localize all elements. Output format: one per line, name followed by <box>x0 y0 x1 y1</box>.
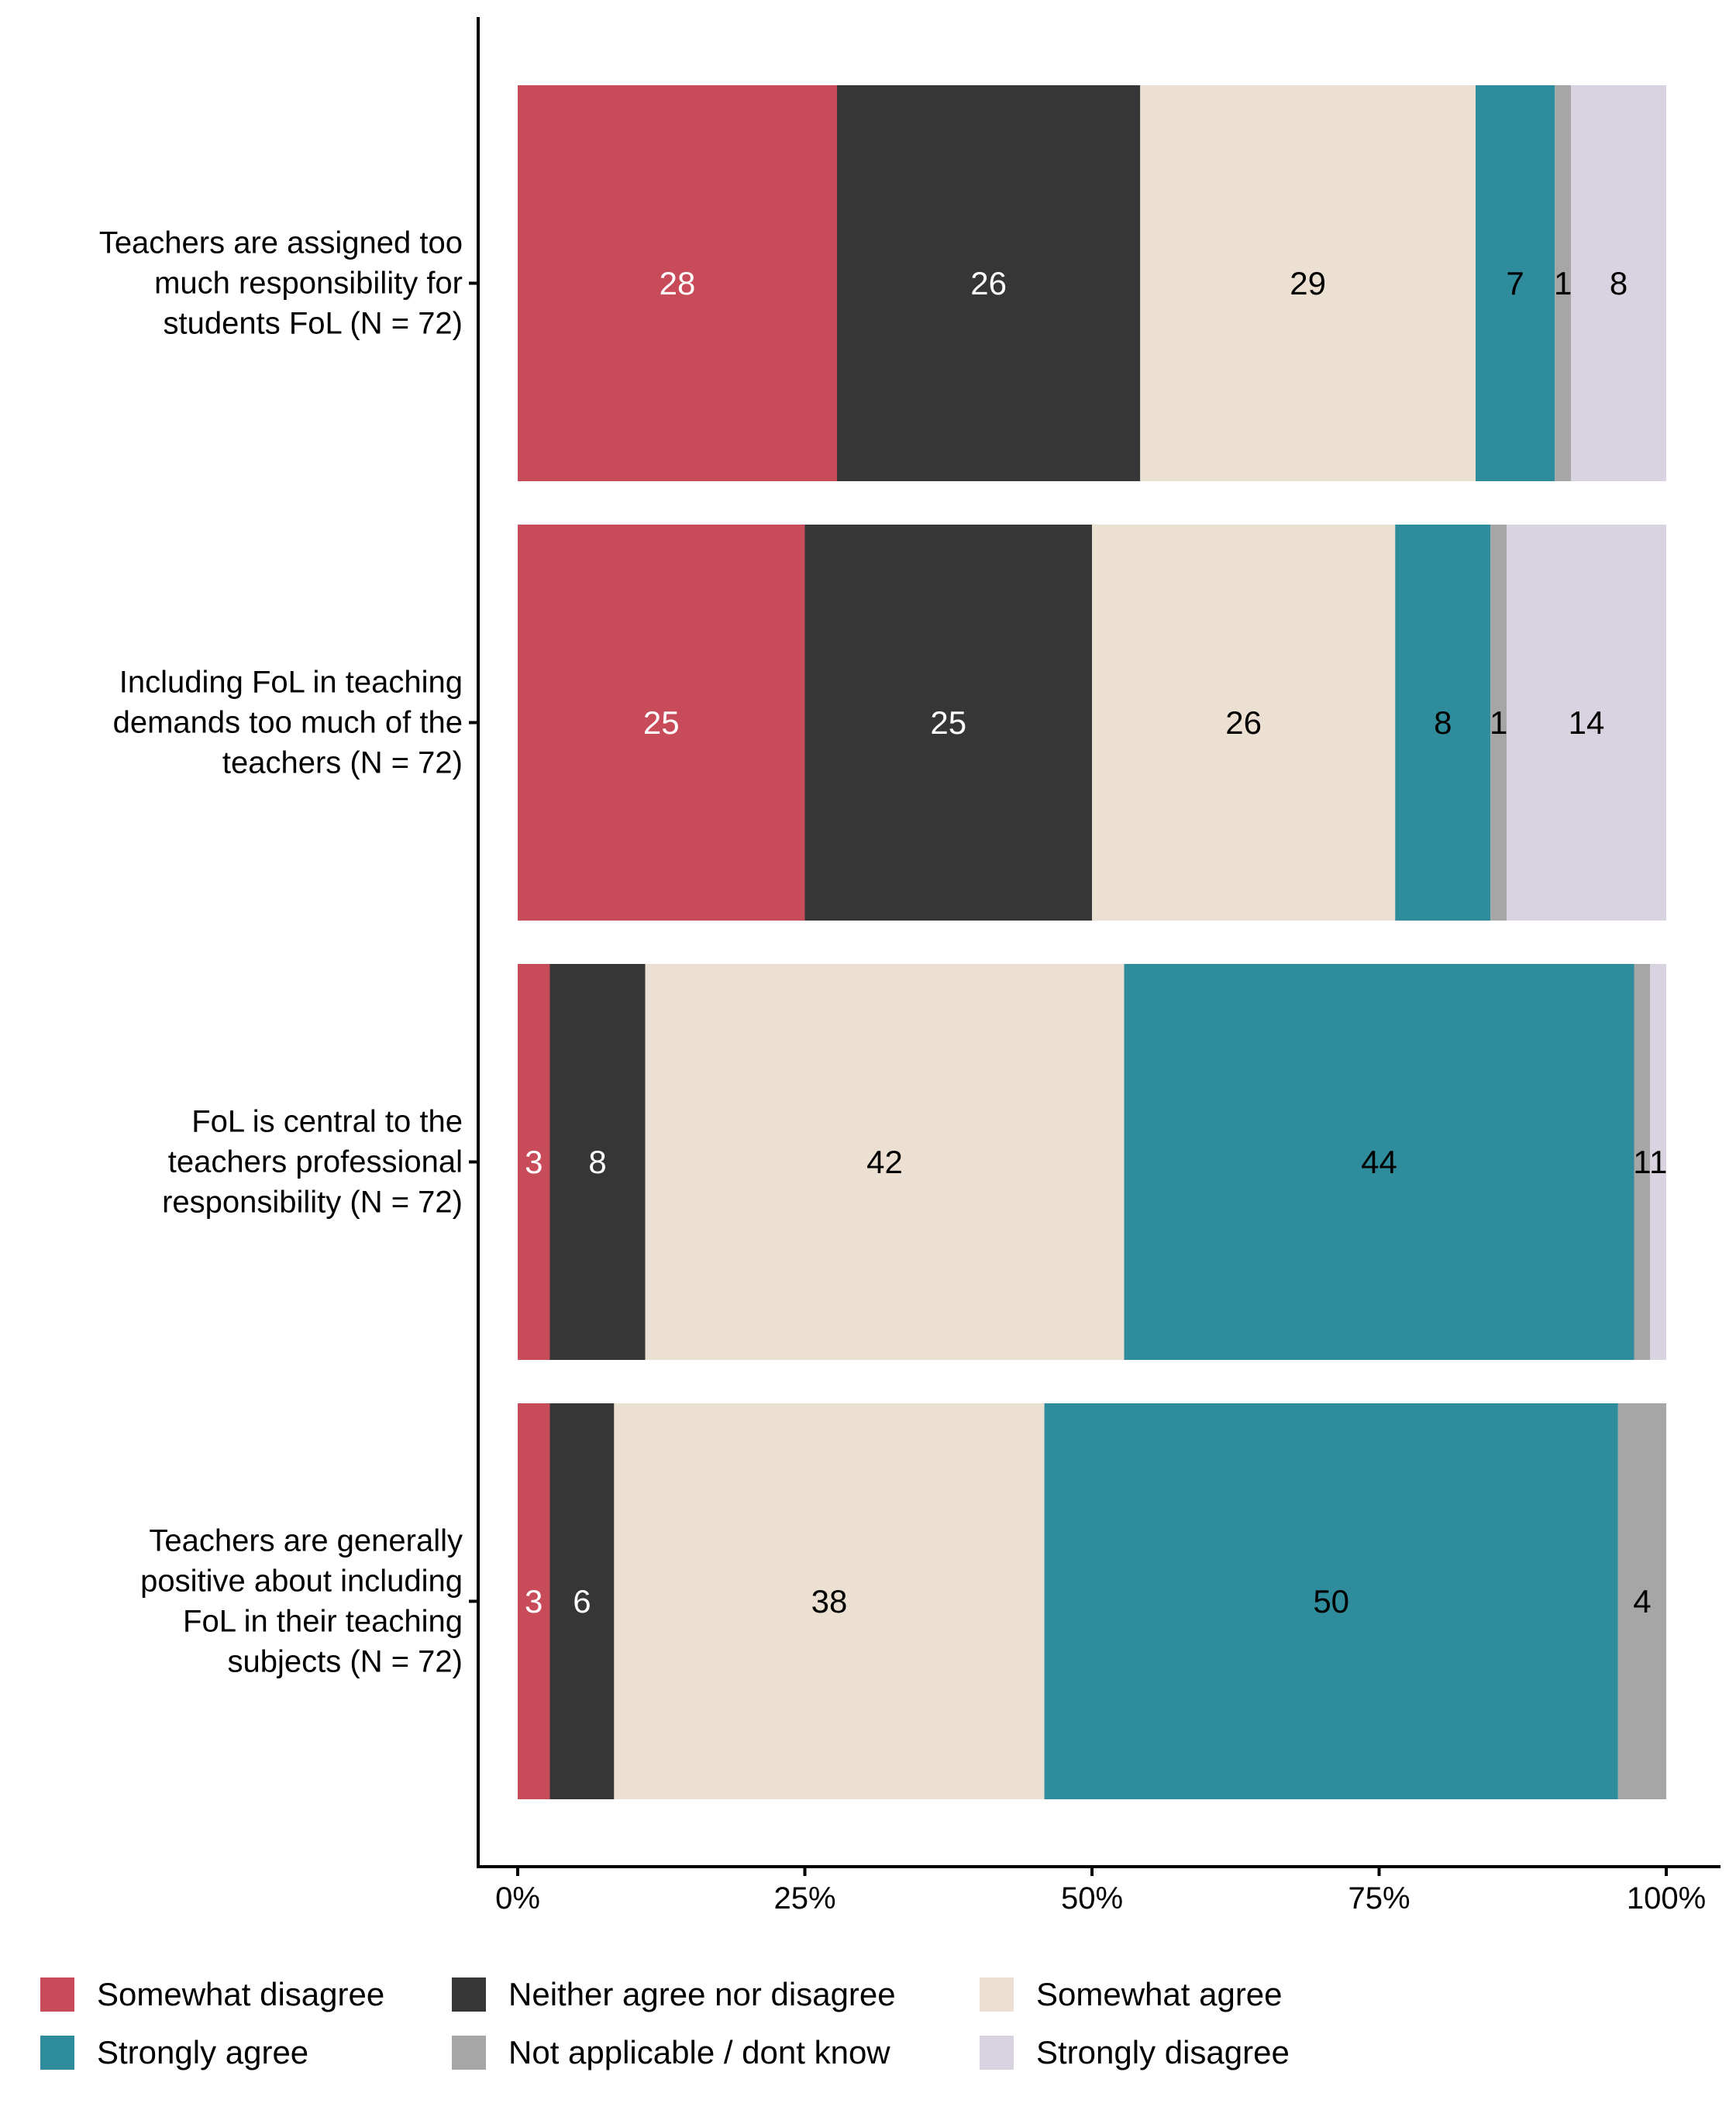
legend-label: Somewhat disagree <box>97 1976 385 2012</box>
legend-key-not-applicable <box>452 2036 486 2070</box>
legend-label: Strongly disagree <box>1036 2034 1290 2070</box>
bar-segment-strongly-agree <box>1395 525 1491 921</box>
data-label-somewhat-agree: 29 <box>1290 265 1326 301</box>
legend-label: Not applicable / dont know <box>508 2034 890 2070</box>
y-category-label: Including FoL in teaching demands too muc… <box>113 666 463 780</box>
y-category-label: Teachers are generally positive about inc… <box>140 1524 463 1679</box>
x-tick-label: 100% <box>1627 1881 1706 1916</box>
bar-segment-not-applicable-dont-know <box>1617 1403 1666 1799</box>
x-tick-label: 0% <box>495 1881 540 1916</box>
bar-segment-somewhat-agree <box>614 1403 1045 1799</box>
legend-label: Neither agree nor disagree <box>508 1976 896 2012</box>
data-label-strongly-agree: 50 <box>1313 1583 1349 1620</box>
data-label-strongly-agree: 7 <box>1506 265 1524 301</box>
y-axis-ticks <box>469 281 478 1603</box>
legend: Somewhat disagree Neither agree nor disa… <box>0 1968 1736 2092</box>
bar-segment-somewhat-disagree <box>518 1403 550 1799</box>
y-category-label-line: Teachers are generally <box>149 1524 463 1558</box>
data-label-somewhat-disagree: 3 <box>525 1144 542 1180</box>
y-category-label-line: Teachers are assigned too <box>99 226 463 260</box>
bar-segment-strongly-agree <box>1475 85 1555 481</box>
bar-segment-somewhat-agree <box>645 964 1125 1360</box>
legend-key-strongly-agree <box>40 2036 74 2070</box>
y-category-label-line: demands too much of the <box>113 706 463 740</box>
data-label-strongly-disagree: 8 <box>1610 265 1628 301</box>
bar-segment-neither-agree-nor-disagree <box>836 85 1141 481</box>
legend-key-somewhat-agree <box>980 1977 1014 2012</box>
y-category-label-line: FoL in their teaching <box>183 1605 463 1639</box>
data-label-somewhat-disagree: 3 <box>525 1583 542 1620</box>
data-label-somewhat-disagree: 28 <box>660 265 696 301</box>
y-category-label-line: positive about including <box>140 1564 463 1599</box>
data-label-neither-agree-nor-disagree: 6 <box>573 1583 591 1620</box>
legend-label: Strongly agree <box>97 2034 309 2070</box>
bar-segment-strongly-agree <box>1044 1403 1618 1799</box>
x-tick-label: 75% <box>1348 1881 1410 1916</box>
y-axis-labels: Teachers are assigned too much responsibi… <box>99 226 463 1679</box>
bar-segment-neither-agree-nor-disagree <box>549 1403 615 1799</box>
bar-segment-somewhat-disagree <box>518 964 550 1360</box>
data-label-neither-agree-nor-disagree: 8 <box>588 1144 606 1180</box>
data-label-strongly-disagree: 1 <box>1649 1144 1667 1180</box>
x-tick-label: 25% <box>773 1881 835 1916</box>
x-tick-label: 50% <box>1061 1881 1123 1916</box>
y-category-label-line: Including FoL in teaching <box>119 666 463 700</box>
stacked-bar-chart: 28 26 29 7 1 825 25 26 8 1 143 8 42 44 113 6 38 50 4 Teach… <box>99 17 1720 1916</box>
bar-segment-not-applicable-dont-know <box>1634 964 1651 1360</box>
legend-item-neither: Neither agree nor disagree <box>452 1977 896 2012</box>
data-label-somewhat-agree: 38 <box>811 1583 848 1620</box>
legend-item-not-applicable: Not applicable / dont know <box>452 2036 890 2070</box>
data-label-somewhat-agree: 26 <box>1225 704 1262 741</box>
legend-key-strongly-disagree <box>980 2036 1014 2070</box>
legend-key-somewhat-disagree <box>40 1977 74 2012</box>
bar-segment-somewhat-agree <box>1140 85 1476 481</box>
data-label-not-applicable-dont-know: 1 <box>1554 265 1572 301</box>
bar-segment-neither-agree-nor-disagree <box>549 964 646 1360</box>
bar-segment-somewhat-disagree <box>518 525 805 921</box>
data-label-not-applicable-dont-know: 1 <box>1633 1144 1651 1180</box>
segment-labels-layer: 28 26 29 7 1 825 25 26 8 1 143 8 42 44 113 6 38 50 4 <box>525 265 1667 1620</box>
data-label-strongly-agree: 44 <box>1361 1144 1397 1180</box>
y-category-label-line: responsibility (N = 72) <box>162 1186 463 1220</box>
y-category-label-line: FoL is central to the <box>191 1105 463 1139</box>
bars-layer <box>518 85 1666 1799</box>
legend-item-somewhat-disagree: Somewhat disagree <box>40 1977 384 2012</box>
legend-label: Somewhat agree <box>1036 1976 1283 2012</box>
bar-segment-neither-agree-nor-disagree <box>804 525 1092 921</box>
bar-segment-somewhat-agree <box>1092 525 1396 921</box>
bar-segment-not-applicable-dont-know <box>1490 525 1507 921</box>
y-category-label-line: subjects (N = 72) <box>228 1645 463 1679</box>
data-label-somewhat-agree: 42 <box>866 1144 903 1180</box>
bar-segment-strongly-disagree <box>1650 964 1666 1360</box>
bar-segment-strongly-agree <box>1124 964 1634 1360</box>
y-category-label-line: teachers professional <box>168 1145 463 1179</box>
data-label-not-applicable-dont-know: 1 <box>1490 704 1507 741</box>
bar-segment-strongly-disagree <box>1507 525 1666 921</box>
bar-segment-not-applicable-dont-know <box>1555 85 1571 481</box>
y-category-label-line: much responsibility for <box>154 267 463 301</box>
legend-item-strongly-agree: Strongly agree <box>40 2036 308 2070</box>
legend-item-strongly-disagree: Strongly disagree <box>980 2036 1290 2070</box>
y-category-label: Teachers are assigned too much responsibi… <box>99 226 463 341</box>
data-label-somewhat-disagree: 25 <box>643 704 680 741</box>
data-label-not-applicable-dont-know: 4 <box>1633 1583 1651 1620</box>
y-category-label-line: teachers (N = 72) <box>222 746 463 780</box>
bar-segment-strongly-disagree <box>1570 85 1666 481</box>
bar-segment-somewhat-disagree <box>518 85 837 481</box>
x-axis-ticks: 0% 25% 50% 75% 100% <box>495 1867 1706 1916</box>
legend-item-somewhat-agree: Somewhat agree <box>980 1977 1283 2012</box>
legend-key-neither <box>452 1977 486 2012</box>
data-label-neither-agree-nor-disagree: 25 <box>930 704 966 741</box>
y-category-label: FoL is central to the teachers profession… <box>162 1105 463 1220</box>
data-label-strongly-disagree: 14 <box>1569 704 1605 741</box>
y-category-label-line: students FoL (N = 72) <box>164 307 463 341</box>
data-label-strongly-agree: 8 <box>1434 704 1452 741</box>
data-label-neither-agree-nor-disagree: 26 <box>970 265 1007 301</box>
